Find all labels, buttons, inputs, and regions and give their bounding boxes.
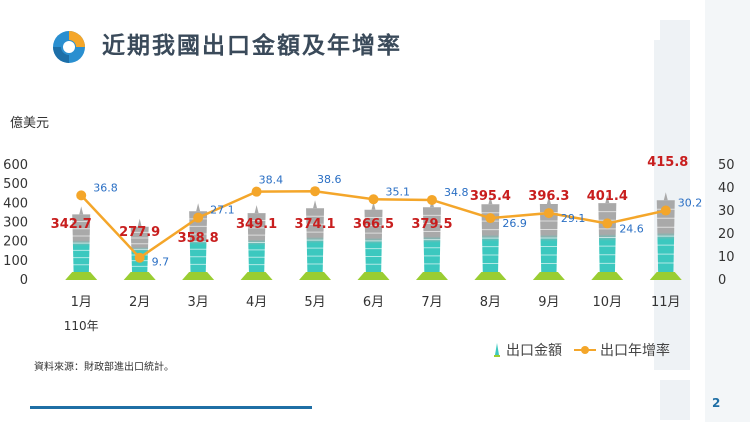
y-tick-label: 200	[3, 235, 28, 250]
line-data-label: 38.6	[317, 173, 342, 186]
line-data-label: 36.8	[93, 181, 118, 194]
bar-spire	[546, 196, 551, 205]
y2-tick-label: 40	[718, 181, 735, 196]
bar-data-label: 349.1	[236, 217, 277, 232]
line-point	[426, 194, 437, 205]
bar-base	[357, 272, 390, 280]
bar-base	[591, 272, 624, 280]
line-point	[310, 186, 321, 197]
line-point	[76, 190, 87, 201]
bar-data-label: 358.8	[178, 231, 219, 246]
bar-base	[123, 272, 156, 280]
x-tick-label: 7月	[421, 295, 442, 310]
bar-base	[474, 272, 507, 280]
x-tick-label: 4月	[246, 295, 267, 310]
y-tick-label: 500	[3, 177, 28, 192]
line-data-label: 34.8	[444, 186, 469, 199]
y2-tick-label: 10	[718, 250, 735, 265]
legend: 出口金額 出口年增率	[492, 340, 682, 360]
line-data-label: 9.7	[152, 256, 170, 269]
bar-spire	[605, 195, 610, 204]
bar-base	[240, 272, 273, 280]
line-data-label: 38.4	[259, 174, 284, 187]
tower-icon	[494, 343, 500, 357]
line-marker-icon	[574, 346, 596, 354]
line-data-label: 27.1	[210, 204, 235, 217]
bar-spire	[254, 205, 259, 214]
line-point	[602, 218, 613, 229]
bar-base	[182, 272, 215, 280]
y2-tick-label: 0	[718, 273, 726, 288]
background-panel	[660, 20, 690, 80]
line-point	[193, 212, 204, 223]
line-point	[134, 252, 145, 263]
y-tick-label: 0	[20, 273, 28, 288]
legend-label-growth-rate: 出口年增率	[600, 343, 670, 359]
bar-spire	[137, 218, 142, 227]
page-number: 2	[712, 396, 721, 410]
bar-data-label: 401.4	[587, 189, 628, 204]
x-tick-label: 11月	[651, 295, 681, 310]
page-title: 近期我國出口金額及年增率	[102, 33, 402, 59]
line-point	[251, 186, 262, 197]
x-tick-label: 5月	[304, 295, 325, 310]
bar-spire	[313, 200, 318, 209]
line-data-label: 26.9	[502, 217, 526, 230]
line-data-label: 29.1	[561, 212, 586, 225]
x-tick-label: 6月	[363, 295, 384, 310]
bar-base	[299, 272, 332, 280]
line-point	[660, 205, 671, 216]
x-tick-label: 10月	[593, 295, 623, 310]
bar-data-label: 395.4	[470, 189, 511, 204]
y2-tick-label: 20	[718, 227, 735, 242]
line-point	[485, 213, 496, 224]
bar-data-label: 415.8	[647, 155, 688, 170]
y-tick-label: 600	[3, 158, 28, 173]
bar-data-label: 277.9	[119, 225, 160, 240]
line-data-label: 30.2	[678, 197, 703, 210]
bar-spire	[488, 196, 493, 205]
bar-base	[65, 272, 98, 280]
bar-data-label: 374.1	[294, 217, 335, 232]
y-tick-label: 100	[3, 254, 28, 269]
bar-base	[649, 272, 682, 280]
bar-base	[415, 272, 448, 280]
left-axis-unit: 億美元	[10, 116, 50, 131]
bar-data-label: 379.5	[411, 217, 452, 232]
background-panel	[705, 0, 750, 422]
y-tick-label: 400	[3, 196, 28, 211]
x-tick-label: 1月	[71, 295, 92, 310]
logo-icon	[53, 31, 85, 63]
bar-data-label: 396.3	[528, 189, 569, 204]
legend-item-export-amount: 出口金額	[492, 340, 562, 360]
x-tick-label: 9月	[538, 295, 559, 310]
y2-tick-label: 50	[718, 158, 735, 173]
x-tick-label: 8月	[480, 295, 501, 310]
bar-spire	[663, 192, 668, 201]
bottom-accent-bar	[30, 406, 312, 409]
line-data-label: 35.1	[386, 185, 411, 198]
x-tick-label: 2月	[129, 295, 150, 310]
bar-base	[532, 272, 565, 280]
background-panel	[660, 380, 690, 420]
bar-spire	[371, 201, 376, 210]
y2-tick-label: 30	[718, 204, 735, 219]
bar-data-label: 342.7	[51, 217, 92, 232]
y-tick-label: 300	[3, 216, 28, 231]
legend-label-export-amount: 出口金額	[506, 343, 562, 359]
line-point	[368, 194, 379, 205]
line-point	[543, 208, 554, 219]
source-note: 資料來源：財政部進出口統計。	[34, 362, 174, 373]
bar-spire	[79, 206, 84, 215]
bar-spire	[196, 203, 201, 212]
bar-data-label: 366.5	[353, 217, 394, 232]
x-tick-label: 3月	[187, 295, 208, 310]
x-year-label: 110年	[64, 319, 99, 333]
line-data-label: 24.6	[619, 222, 644, 235]
legend-item-growth-rate: 出口年增率	[574, 340, 670, 360]
